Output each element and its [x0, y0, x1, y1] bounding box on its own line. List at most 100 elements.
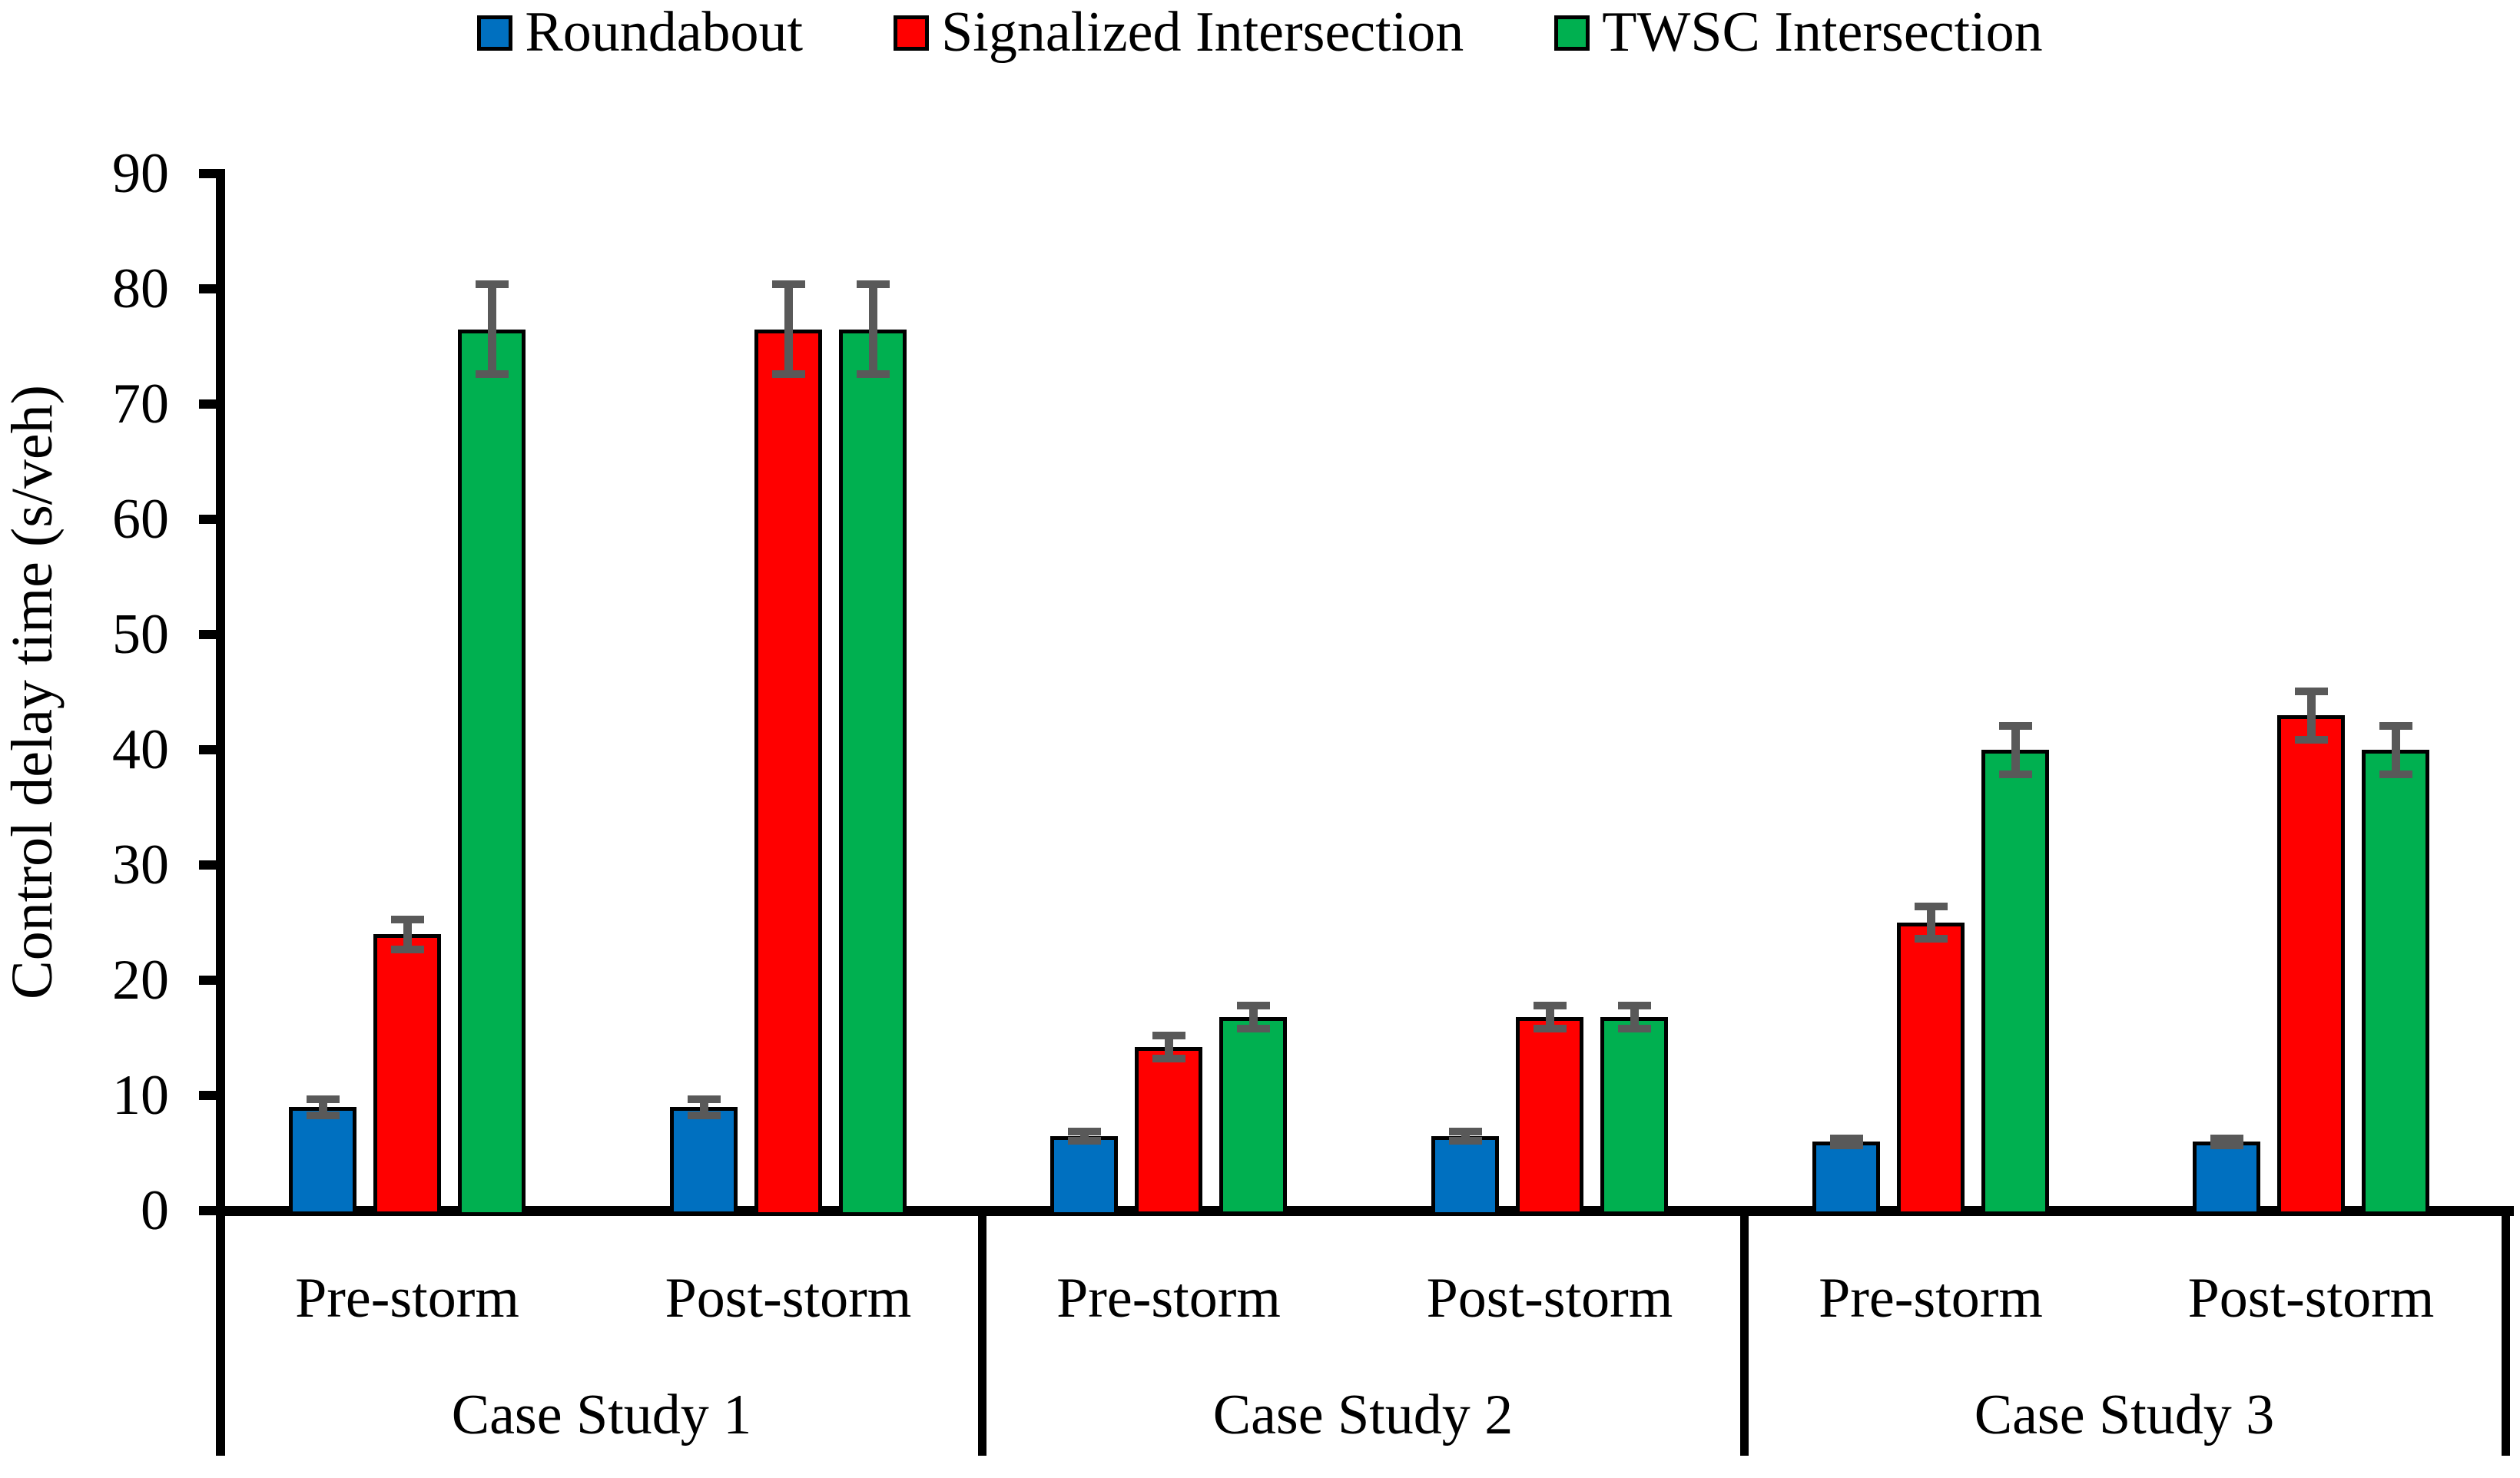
error-bar-cap-top — [2379, 722, 2412, 730]
y-tick-mark — [199, 1206, 216, 1215]
bar-signalized-intersection — [754, 330, 822, 1216]
error-bar-line — [1546, 1006, 1554, 1029]
subgroup-label-post-storm: Post-storm — [2187, 1267, 2435, 1330]
error-bar-cap-top — [1449, 1128, 1482, 1135]
group-label-case-study-3: Case Study 3 — [1974, 1384, 2275, 1447]
error-bar-line — [1080, 1132, 1089, 1141]
error-bar-cap-top — [1152, 1032, 1185, 1039]
subgroup-label-pre-storm: Pre-storm — [295, 1267, 519, 1330]
bar-roundabout — [2193, 1142, 2260, 1215]
legend-swatch-icon — [477, 15, 513, 51]
group-label-case-study-1: Case Study 1 — [451, 1384, 752, 1447]
legend-label: TWSC Intersection — [1602, 1, 2043, 64]
bar-twsc-intersection — [1219, 1017, 1287, 1215]
error-bar-line — [2392, 726, 2400, 774]
error-bar-cap-bottom — [2295, 736, 2328, 744]
bar-roundabout — [1812, 1142, 1880, 1215]
error-bar-cap-top — [688, 1095, 721, 1103]
error-bar-cap-bottom — [2210, 1142, 2243, 1149]
error-bar-line — [488, 284, 496, 374]
bar-signalized-intersection — [2277, 715, 2345, 1215]
y-tick-mark — [199, 860, 216, 870]
error-bar-cap-bottom — [1237, 1025, 1270, 1032]
y-axis-line — [216, 169, 225, 1456]
error-bar-cap-bottom — [772, 370, 805, 378]
error-bar-cap-bottom — [1534, 1025, 1567, 1032]
error-bar-line — [2011, 726, 2020, 774]
error-bar-cap-bottom — [1830, 1142, 1863, 1149]
error-bar-cap-top — [857, 280, 890, 288]
error-bar-cap-top — [476, 280, 509, 288]
y-tick-mark — [199, 169, 216, 178]
error-bar-cap-top — [1999, 722, 2032, 730]
subgroup-label-post-storm: Post-storm — [1426, 1267, 1673, 1330]
error-bar-line — [403, 920, 412, 949]
error-bar-cap-bottom — [1618, 1025, 1651, 1032]
y-tick-label: 60 — [112, 488, 169, 551]
error-bar-cap-bottom — [1915, 935, 1948, 943]
legend-label: Roundabout — [525, 1, 804, 64]
y-tick-label: 10 — [112, 1064, 169, 1127]
legend-label: Signalized Intersection — [941, 1, 1464, 64]
error-bar-cap-top — [772, 280, 805, 288]
y-tick-mark — [199, 399, 216, 409]
error-bar-cap-top — [1618, 1002, 1651, 1009]
legend-swatch-icon — [894, 15, 930, 51]
y-tick-label: 90 — [112, 142, 169, 205]
bar-twsc-intersection — [2362, 750, 2429, 1215]
y-tick-mark — [199, 515, 216, 524]
bar-twsc-intersection — [839, 330, 907, 1216]
error-bar-cap-top — [1237, 1002, 1270, 1009]
y-tick-label: 80 — [112, 257, 169, 320]
error-bar-cap-bottom — [307, 1112, 340, 1119]
y-tick-label: 20 — [112, 949, 169, 1012]
error-bar-line — [319, 1099, 327, 1115]
y-tick-mark — [199, 745, 216, 754]
y-tick-mark — [199, 976, 216, 985]
y-tick-mark — [199, 630, 216, 639]
bar-twsc-intersection — [1600, 1017, 1668, 1215]
chart-legend: Roundabout Signalized Intersection TWSC In… — [0, 1, 2520, 64]
group-label-case-study-2: Case Study 2 — [1212, 1384, 1514, 1447]
y-tick-label: 70 — [112, 373, 169, 436]
legend-item-roundabout: Roundabout — [477, 1, 804, 64]
case-study-separator — [1740, 1206, 1749, 1456]
error-bar-line — [2307, 691, 2316, 740]
case-study-separator — [978, 1206, 986, 1456]
bar-signalized-intersection — [1135, 1047, 1202, 1215]
error-bar-cap-top — [1915, 903, 1948, 910]
y-tick-mark — [199, 1091, 216, 1100]
legend-item-signalized-intersection: Signalized Intersection — [894, 1, 1464, 64]
y-tick-label: 30 — [112, 833, 169, 896]
bar-roundabout — [289, 1107, 356, 1215]
error-bar-cap-top — [2295, 688, 2328, 695]
error-bar-line — [784, 284, 793, 374]
bar-twsc-intersection — [458, 330, 526, 1216]
error-bar-cap-bottom — [2379, 770, 2412, 778]
error-bar-cap-bottom — [1152, 1055, 1185, 1062]
error-bar-cap-top — [1068, 1128, 1101, 1135]
bar-roundabout — [1431, 1136, 1499, 1216]
legend-swatch-icon — [1554, 15, 1590, 51]
error-bar-cap-bottom — [476, 370, 509, 378]
error-bar-line — [869, 284, 877, 374]
error-bar-cap-bottom — [857, 370, 890, 378]
x-axis-line — [216, 1206, 2514, 1216]
bar-signalized-intersection — [373, 934, 441, 1215]
subgroup-label-pre-storm: Pre-storm — [1056, 1267, 1281, 1330]
subgroup-label-post-storm: Post-storm — [665, 1267, 912, 1330]
error-bar-line — [1165, 1036, 1173, 1059]
bar-roundabout — [1050, 1136, 1118, 1216]
error-bar-line — [1461, 1132, 1470, 1141]
error-bar-cap-bottom — [688, 1112, 721, 1119]
y-tick-label: 0 — [141, 1179, 169, 1242]
bar-roundabout — [670, 1107, 738, 1215]
subgroup-label-pre-storm: Pre-storm — [1819, 1267, 2043, 1330]
error-bar-line — [1630, 1006, 1639, 1029]
y-tick-label: 40 — [112, 718, 169, 781]
error-bar-cap-bottom — [1068, 1137, 1101, 1145]
legend-item-twsc-intersection: TWSC Intersection — [1554, 1, 2043, 64]
error-bar-line — [1249, 1006, 1258, 1029]
y-tick-mark — [199, 284, 216, 293]
error-bar-line — [1927, 906, 1935, 939]
